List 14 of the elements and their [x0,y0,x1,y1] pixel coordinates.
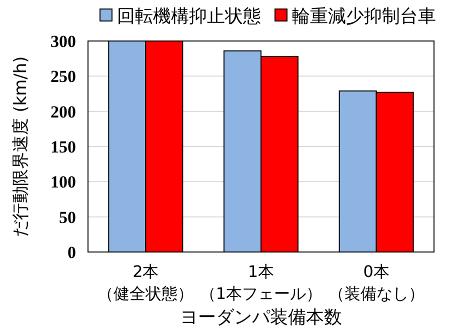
legend-label: 輪重減少抑制台車 [292,6,436,27]
legend-label: 回転機構抑止状態 [117,6,261,27]
y-tick-label: 150 [50,138,76,156]
x-tick-label: 1本（1本フェール） [200,262,322,303]
y-tick-label: 300 [50,32,76,51]
x-tick-label: 0本（装備なし） [328,262,424,303]
x-axis-title: ヨーダンパ装備本数 [180,307,342,328]
x-tick-label: 2本（健全状態） [98,262,194,303]
y-axis-title: だ行動限界速度 (km/h) [11,56,31,237]
y-tick-label: 50 [59,208,76,227]
y-tick-label: 250 [50,67,76,86]
y-tick-label: 200 [50,102,76,122]
y-tick-label: 0 [68,243,76,262]
y-tick-label: 100 [50,172,76,192]
